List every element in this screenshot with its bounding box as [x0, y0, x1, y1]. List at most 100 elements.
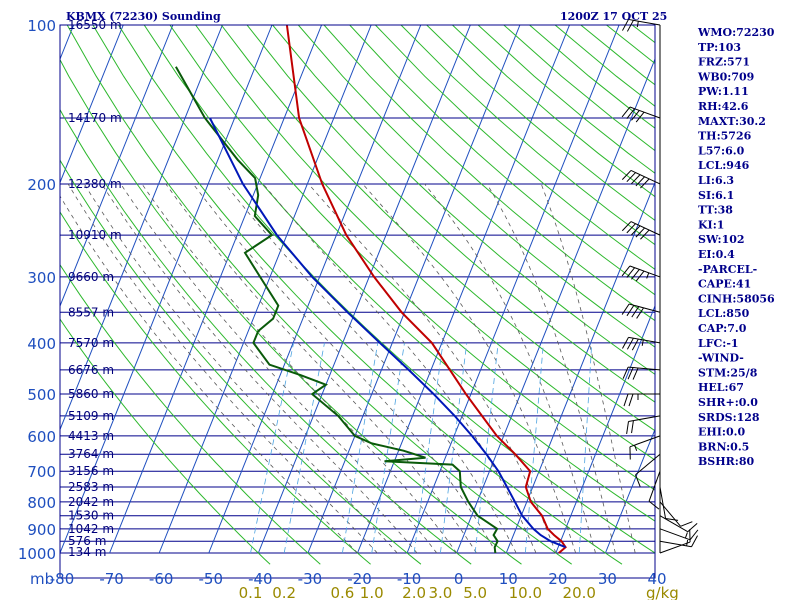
wind-barb-flag — [626, 267, 636, 278]
index-item: STM:25/8 — [698, 366, 758, 379]
temperature-tick-label: -30 — [298, 570, 323, 588]
moist-adiabat — [83, 183, 398, 554]
wind-barb-flag — [626, 172, 636, 183]
index-item: TH:5726 — [698, 130, 752, 143]
index-item: CAPE:41 — [698, 278, 751, 291]
pressure-tick-label: 700 — [27, 463, 56, 481]
isotherm-line — [307, 25, 521, 554]
mixing-ratio-line — [283, 342, 325, 554]
index-item: LCL:850 — [698, 307, 750, 320]
wind-barb-flag — [621, 106, 631, 118]
mixing-ratio-tick-label: 0.2 — [272, 584, 296, 600]
pressure-tick-label: 300 — [27, 269, 56, 287]
index-item: LFC:-1 — [698, 337, 739, 350]
wind-barb — [659, 515, 698, 533]
index-item: HEL:67 — [698, 381, 744, 394]
temperature-trace — [285, 25, 567, 554]
isotherm-line — [555, 304, 655, 554]
mixing-ratio-line — [413, 342, 444, 554]
isotherm-line — [505, 181, 655, 554]
temperature-tick-label: -20 — [347, 570, 372, 588]
moist-adiabat — [362, 183, 577, 554]
pressure-tick-label: 900 — [27, 521, 56, 539]
dry-adiabat — [349, 25, 655, 296]
mixing-ratio-tick-label: 1.0 — [360, 584, 384, 600]
pressure-tick-label: 1000 — [18, 545, 56, 563]
dry-adiabat — [297, 25, 655, 348]
wind-barb-half-flag — [684, 532, 688, 539]
wind-barb-flag — [622, 337, 629, 349]
mixing-ratio-line — [524, 342, 544, 554]
mixing-ratio-tick-label: 0.6 — [330, 584, 354, 600]
plot-frame — [59, 24, 656, 579]
pressure-tick-label: 600 — [27, 428, 56, 446]
isotherm-line — [60, 25, 273, 554]
height-label: 5109 m — [68, 409, 114, 423]
wind-barb — [621, 221, 661, 240]
wind-barb-flag — [631, 338, 639, 351]
height-label: 9660 m — [68, 270, 114, 284]
index-item: SRDS:128 — [698, 411, 760, 424]
wind-barb-flag — [627, 367, 634, 380]
wind-barb-flag — [640, 178, 650, 189]
wind-barb-flag — [621, 170, 632, 180]
moist-adiabat — [224, 183, 517, 554]
dry-adiabat — [66, 25, 572, 565]
wind-barb-flag — [636, 307, 644, 319]
moist-adiabat — [67, 183, 378, 554]
mixing-ratio-tick-label: 20.0 — [563, 584, 596, 600]
wind-barb-flag — [635, 111, 645, 123]
moist-adiabat — [192, 183, 497, 554]
wind-barb-flag — [635, 474, 641, 487]
wind-barb — [622, 336, 661, 351]
index-item: SHR+:0.0 — [698, 396, 758, 409]
pressure-tick-label: 500 — [27, 386, 56, 404]
index-item: -WIND- — [698, 352, 744, 365]
index-item: LCL:946 — [698, 159, 750, 172]
wind-barb — [621, 169, 661, 189]
moist-adiabat — [60, 195, 358, 554]
isotherm-line — [604, 428, 655, 554]
wind-barbs — [621, 18, 699, 554]
wind-barb-flag — [631, 110, 640, 121]
wind-barb-flag — [622, 366, 629, 379]
index-item: EI:0.4 — [698, 248, 735, 261]
index-item: MAXT:30.2 — [698, 115, 766, 128]
dry-adiabat — [323, 25, 655, 322]
mixing-ratio-line — [371, 342, 405, 554]
height-label: 6676 m — [68, 363, 114, 377]
wind-barb-flag — [631, 225, 641, 236]
isotherm-line — [158, 25, 372, 554]
dry-adiabat — [118, 25, 655, 554]
index-item: TT:38 — [698, 204, 733, 217]
wind-barb-staff — [630, 169, 661, 185]
mixing-ratio-unit-label: g/kg — [646, 584, 679, 600]
pressure-unit-label: mb — [30, 570, 54, 588]
wind-barb — [659, 535, 698, 548]
mixing-ratio-tick-label: 0.1 — [239, 584, 263, 600]
wind-barb-flag — [635, 270, 645, 282]
index-item: FRZ:571 — [698, 56, 750, 69]
temperature-tick-label: -10 — [397, 570, 422, 588]
dry-adiabat — [60, 58, 522, 565]
pressure-tick-label: 800 — [27, 494, 56, 512]
wind-barb-staff — [648, 471, 661, 502]
wind-barb-flag — [626, 108, 636, 119]
isotherm-line — [208, 25, 422, 554]
moist-adiabat — [486, 183, 616, 554]
height-label: 4413 m — [68, 429, 114, 443]
mixing-ratio-line — [439, 342, 468, 554]
moist-adiabat — [165, 183, 477, 554]
wind-barb — [621, 265, 661, 282]
wind-barb-half-flag — [686, 539, 689, 547]
isotherm-lines — [60, 25, 655, 554]
wind-barb-flag — [648, 500, 660, 510]
wind-barb — [659, 529, 691, 554]
temperature-tick-label: -80 — [50, 570, 75, 588]
moist-adiabat-lines — [60, 183, 636, 554]
height-label: 16550 m — [68, 18, 122, 32]
wind-barb — [635, 453, 661, 487]
wind-barb-staff — [630, 221, 661, 236]
mixing-ratio-line — [474, 342, 499, 554]
height-label: 2042 m — [68, 495, 114, 509]
